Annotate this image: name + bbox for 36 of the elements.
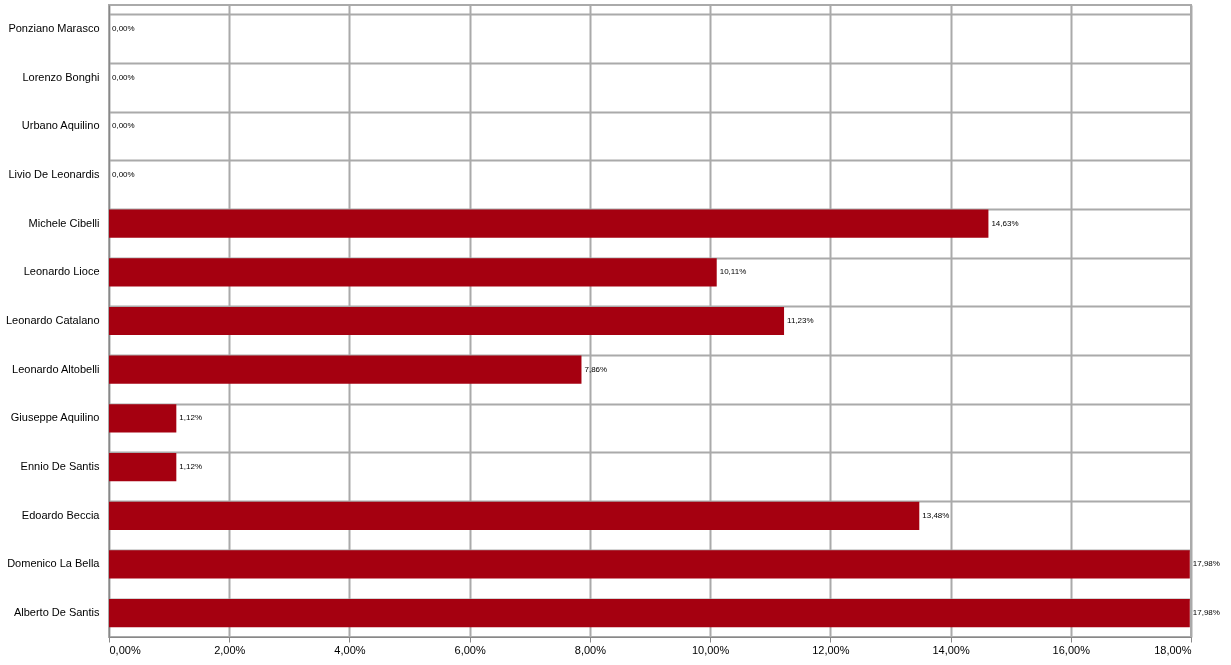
data-label: 1,12%: [179, 462, 203, 472]
x-tick-label: 10,00%: [691, 643, 730, 656]
data-label: 0,00%: [112, 72, 135, 82]
y-tick-label: Alberto De Santis: [13, 606, 100, 619]
y-tick-label: Ennio De Santis: [20, 460, 100, 473]
data-label: 14,63%: [991, 218, 1019, 228]
data-label: 0,00%: [112, 169, 135, 179]
data-label: 0,00%: [112, 121, 135, 131]
y-tick-label: Leonardo Lioce: [23, 265, 100, 278]
y-tick-label: Domenico La Bella: [7, 557, 101, 570]
data-label: 11,23%: [787, 316, 814, 325]
x-tick-label: 0,00%: [109, 643, 141, 656]
y-tick-label: Leonardo Altobelli: [12, 362, 100, 375]
y-tick-label: Lorenzo Bonghi: [22, 70, 100, 83]
y-tick-label: Edoardo Beccia: [21, 508, 101, 521]
x-tick-label: 12,00%: [812, 643, 850, 656]
data-label: 10,11%: [719, 267, 747, 277]
x-tick-label: 2,00%: [214, 643, 246, 656]
data-label: 0,00%: [112, 23, 135, 33]
data-label: 17,98%: [1192, 608, 1220, 618]
x-tick-label: 18,00%: [1154, 643, 1192, 656]
x-tick-label: 16,00%: [1052, 643, 1091, 656]
x-tick-label: 8,00%: [574, 643, 607, 656]
data-label: 7,86%: [584, 364, 608, 374]
y-tick-label: Ponziano Marasco: [8, 21, 100, 34]
y-tick-label: Leonardo Catalano: [5, 314, 100, 326]
data-label: 1,12%: [179, 413, 203, 423]
y-tick-label: Michele Cibelli: [28, 216, 100, 229]
x-tick-label: 4,00%: [334, 643, 366, 656]
data-label: 17,98%: [1192, 559, 1220, 569]
y-tick-label: Livio De Leonardis: [8, 167, 100, 180]
y-tick-label: Urbano Aquilino: [21, 119, 100, 132]
y-tick-label: Giuseppe Aquilino: [10, 411, 100, 424]
x-tick-label: 14,00%: [932, 643, 970, 656]
x-tick-label: 6,00%: [454, 643, 486, 656]
data-label: 13,48%: [922, 510, 950, 520]
